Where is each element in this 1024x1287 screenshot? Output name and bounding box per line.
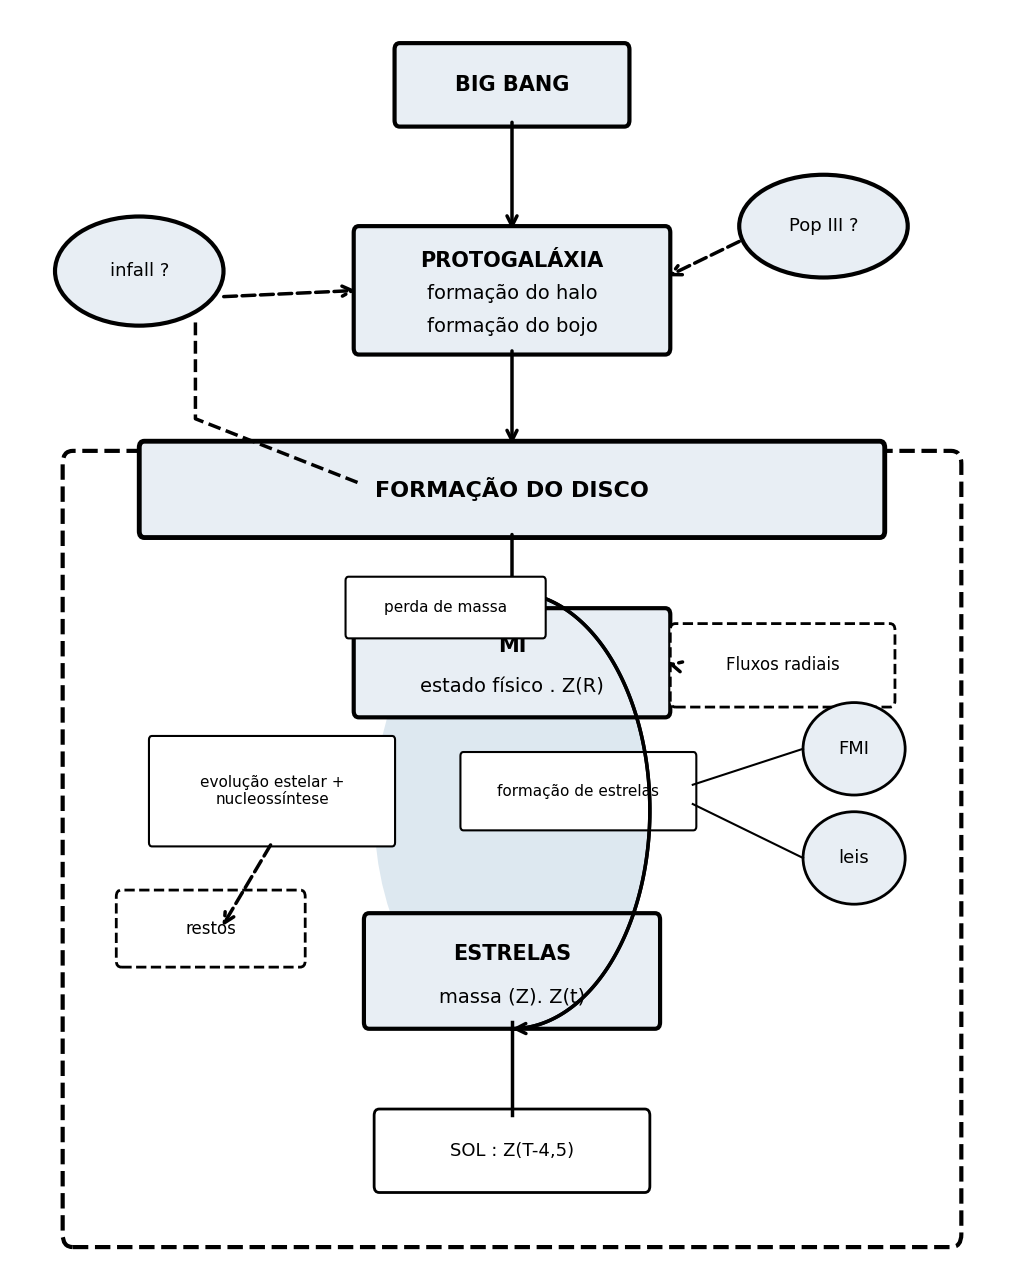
Ellipse shape bbox=[803, 703, 905, 795]
FancyBboxPatch shape bbox=[374, 1109, 650, 1193]
Text: infall ?: infall ? bbox=[110, 263, 169, 281]
Text: massa (Z). Z(t): massa (Z). Z(t) bbox=[439, 987, 585, 1006]
Ellipse shape bbox=[803, 812, 905, 905]
Text: restos: restos bbox=[185, 920, 237, 938]
Text: formação do halo: formação do halo bbox=[427, 284, 597, 304]
Text: leis: leis bbox=[839, 849, 869, 867]
FancyBboxPatch shape bbox=[345, 577, 546, 638]
Text: FORMAÇÃO DO DISCO: FORMAÇÃO DO DISCO bbox=[375, 477, 649, 502]
Text: estado físico . Z(R): estado físico . Z(R) bbox=[420, 678, 604, 696]
Text: PROTOGALÁXIA: PROTOGALÁXIA bbox=[421, 251, 603, 270]
Text: BIG BANG: BIG BANG bbox=[455, 75, 569, 95]
FancyBboxPatch shape bbox=[364, 914, 660, 1028]
Text: SOL : Z(T-4,5): SOL : Z(T-4,5) bbox=[450, 1142, 574, 1160]
Text: Fluxos radiais: Fluxos radiais bbox=[726, 656, 840, 674]
Text: FMI: FMI bbox=[839, 740, 869, 758]
FancyBboxPatch shape bbox=[117, 891, 305, 967]
FancyBboxPatch shape bbox=[394, 44, 630, 126]
Ellipse shape bbox=[739, 175, 907, 278]
FancyBboxPatch shape bbox=[148, 736, 395, 847]
Text: evolução estelar +
nucleossíntese: evolução estelar + nucleossíntese bbox=[200, 775, 344, 807]
FancyBboxPatch shape bbox=[139, 441, 885, 538]
Ellipse shape bbox=[55, 216, 223, 326]
Text: formação de estrelas: formação de estrelas bbox=[498, 784, 659, 799]
Text: ESTRELAS: ESTRELAS bbox=[453, 943, 571, 964]
Text: formação do bojo: formação do bojo bbox=[427, 317, 597, 336]
FancyBboxPatch shape bbox=[461, 752, 696, 830]
Text: perda de massa: perda de massa bbox=[384, 600, 507, 615]
Ellipse shape bbox=[374, 592, 650, 1028]
FancyBboxPatch shape bbox=[671, 624, 895, 707]
FancyBboxPatch shape bbox=[353, 227, 671, 354]
FancyBboxPatch shape bbox=[353, 609, 671, 717]
Text: MI: MI bbox=[498, 636, 526, 656]
Text: Pop III ?: Pop III ? bbox=[788, 218, 858, 236]
FancyBboxPatch shape bbox=[62, 450, 962, 1247]
